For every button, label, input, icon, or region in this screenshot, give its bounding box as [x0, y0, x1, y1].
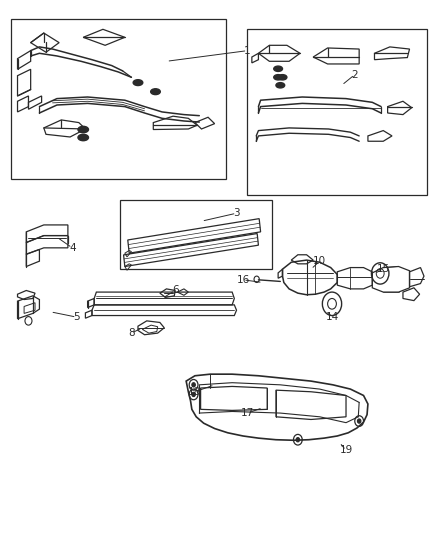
Text: 15: 15 [377, 264, 390, 274]
Text: 2: 2 [351, 70, 358, 79]
Ellipse shape [278, 75, 287, 80]
Text: 19: 19 [339, 446, 353, 455]
Circle shape [357, 419, 361, 423]
Text: 17: 17 [241, 408, 254, 418]
Ellipse shape [274, 66, 283, 71]
Text: 5: 5 [73, 312, 80, 322]
Circle shape [296, 438, 300, 442]
Ellipse shape [151, 88, 160, 95]
Text: 1: 1 [244, 46, 251, 55]
Text: 4: 4 [69, 243, 76, 253]
Ellipse shape [133, 79, 143, 86]
Circle shape [192, 392, 195, 397]
Ellipse shape [274, 75, 283, 80]
Text: 3: 3 [233, 208, 240, 218]
Text: 8: 8 [128, 328, 135, 338]
Ellipse shape [78, 134, 88, 141]
Ellipse shape [276, 83, 285, 88]
Ellipse shape [78, 126, 88, 133]
Text: 6: 6 [172, 286, 179, 295]
Circle shape [192, 383, 195, 387]
Text: 10: 10 [313, 256, 326, 266]
Text: 14: 14 [326, 312, 339, 322]
Text: 16: 16 [237, 275, 250, 285]
Text: 18: 18 [188, 387, 201, 397]
